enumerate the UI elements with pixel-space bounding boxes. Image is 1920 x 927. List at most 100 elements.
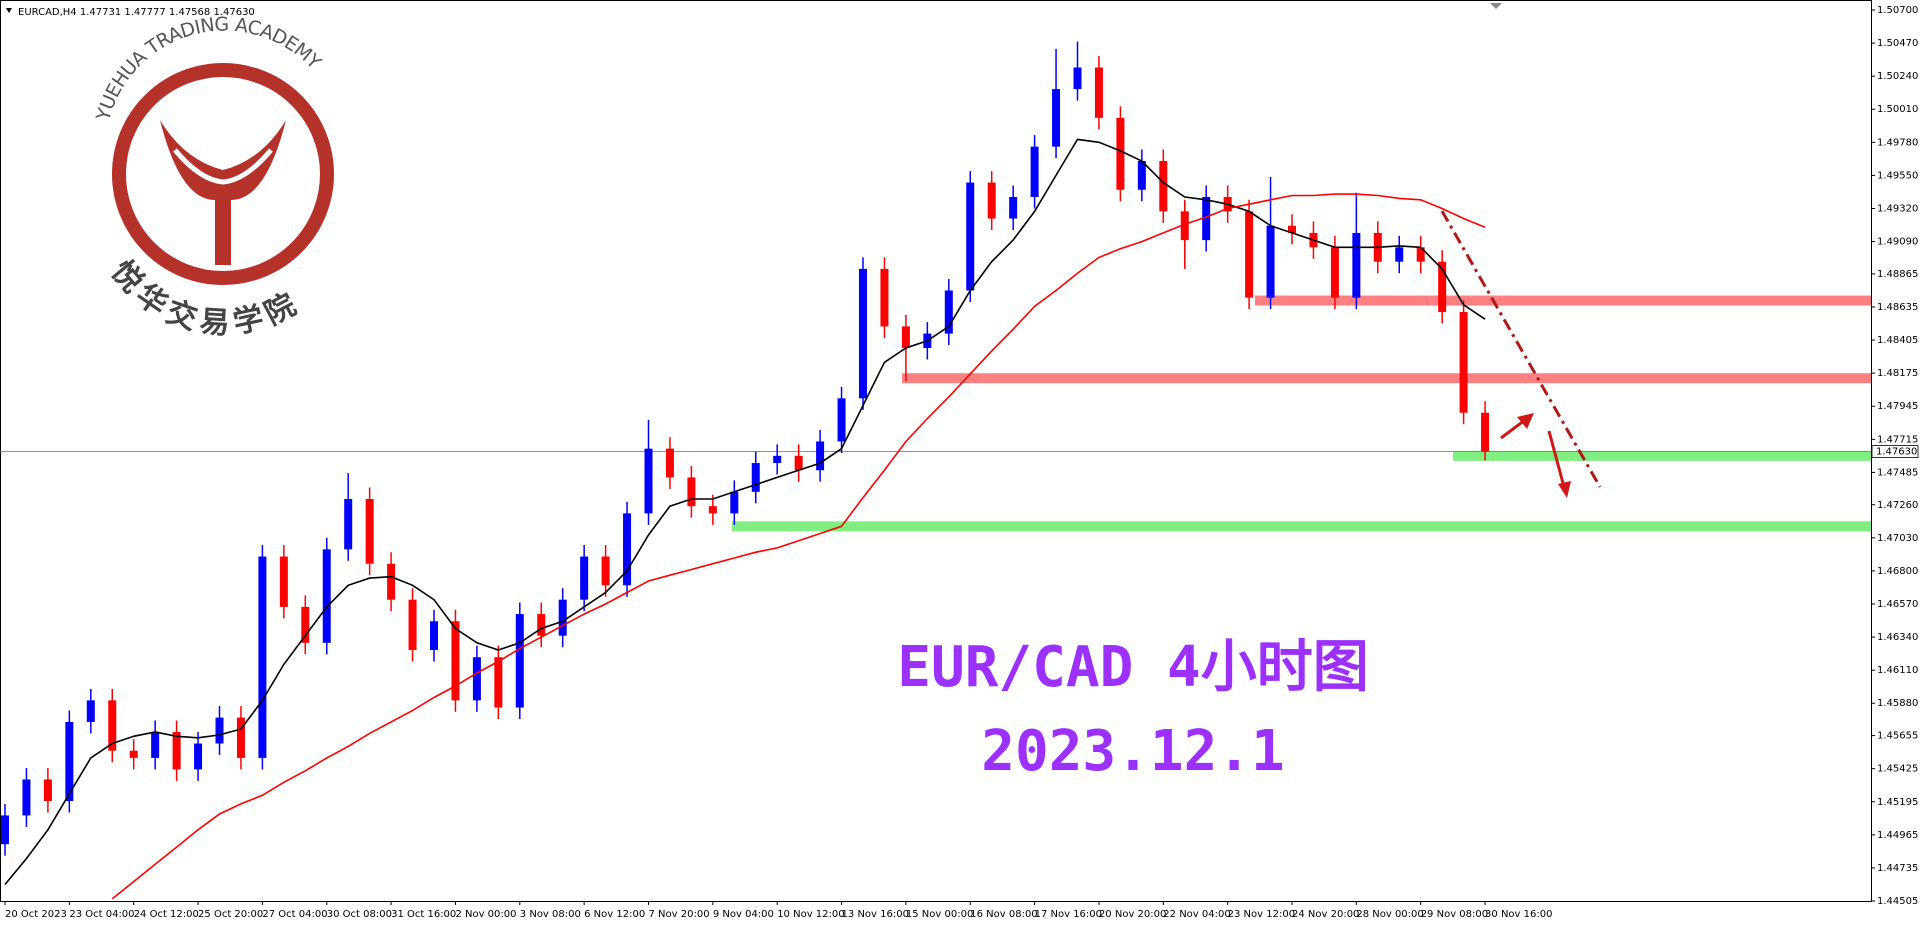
candle-body bbox=[451, 621, 460, 701]
y-tick-label: 1.48175 bbox=[1877, 368, 1918, 379]
candle-body bbox=[1, 815, 9, 845]
y-tick-label: 1.48635 bbox=[1877, 302, 1918, 313]
candle-body bbox=[1416, 247, 1425, 262]
level-zone bbox=[1453, 450, 1871, 461]
candle-body bbox=[1094, 67, 1103, 118]
candle-body bbox=[751, 463, 760, 492]
x-tick-label: 24 Nov 20:00 bbox=[1292, 909, 1359, 920]
candle-body bbox=[1052, 89, 1061, 147]
x-tick-label: 30 Oct 08:00 bbox=[327, 909, 392, 920]
y-tick-label: 1.45655 bbox=[1877, 731, 1918, 742]
last-price-label: 1.47630 bbox=[1876, 447, 1917, 458]
logo-mark-line bbox=[173, 148, 273, 185]
candle-body bbox=[730, 491, 739, 514]
last-price-box bbox=[1871, 445, 1919, 458]
x-tick-label: 2 Nov 00:00 bbox=[455, 909, 516, 920]
x-tick-label: 29 Nov 08:00 bbox=[1421, 909, 1488, 920]
candle-body bbox=[1073, 67, 1082, 90]
moving-average bbox=[4, 138, 1486, 886]
arrow-down bbox=[1547, 430, 1566, 488]
x-tick-label: 22 Nov 04:00 bbox=[1163, 909, 1230, 920]
x-tick-label: 28 Nov 00:00 bbox=[1356, 909, 1423, 920]
x-tick-label: 25 Oct 20:00 bbox=[198, 909, 263, 920]
arrow-up bbox=[1500, 418, 1526, 440]
candle-body bbox=[901, 326, 910, 348]
candle-body bbox=[987, 182, 996, 219]
candle-body bbox=[1116, 117, 1125, 190]
scroll-marker bbox=[1490, 3, 1502, 9]
x-tick-label: 23 Oct 04:00 bbox=[69, 909, 134, 920]
candle-body bbox=[558, 599, 567, 636]
candle-body bbox=[172, 732, 181, 770]
x-tick-label: 3 Nov 08:00 bbox=[520, 909, 581, 920]
annotation-date: 2023.12.1 bbox=[981, 719, 1284, 784]
x-tick-label: 15 Nov 00:00 bbox=[906, 909, 973, 920]
candle-body bbox=[1266, 225, 1275, 298]
menu-marker bbox=[6, 8, 12, 13]
level-zone bbox=[732, 521, 1871, 532]
y-tick-label: 1.44965 bbox=[1877, 830, 1918, 841]
candle-body bbox=[1438, 261, 1447, 313]
y-tick-label: 1.45880 bbox=[1877, 698, 1918, 709]
moving-average bbox=[111, 193, 1486, 900]
candle-body bbox=[1352, 232, 1361, 298]
y-tick-label: 1.50700 bbox=[1877, 5, 1918, 16]
candle-body bbox=[129, 750, 138, 758]
y-tick-label: 1.50470 bbox=[1877, 38, 1918, 49]
y-tick-label: 1.44505 bbox=[1877, 896, 1918, 907]
y-tick-label: 1.47485 bbox=[1877, 467, 1918, 478]
y-tick-label: 1.44735 bbox=[1877, 863, 1918, 874]
candle-body bbox=[86, 700, 95, 722]
candle-body bbox=[301, 606, 310, 643]
y-tick-label: 1.49550 bbox=[1877, 170, 1918, 181]
candle-body bbox=[1202, 196, 1211, 241]
x-tick-label: 27 Oct 04:00 bbox=[262, 909, 327, 920]
candle-body bbox=[537, 614, 546, 636]
x-tick-label: 20 Oct 2023 bbox=[5, 909, 67, 920]
candle-body bbox=[1159, 161, 1168, 212]
x-tick-label: 31 Oct 16:00 bbox=[391, 909, 456, 920]
x-tick-label: 16 Nov 08:00 bbox=[970, 909, 1037, 920]
y-tick-label: 1.50240 bbox=[1877, 71, 1918, 82]
candle-body bbox=[515, 614, 524, 708]
candle-body bbox=[365, 499, 374, 564]
candle-body bbox=[944, 290, 953, 334]
candle-body bbox=[43, 779, 52, 802]
candle-body bbox=[1009, 196, 1018, 219]
candle-body bbox=[279, 556, 288, 607]
candle-body bbox=[644, 448, 653, 514]
drawings bbox=[1440, 210, 1602, 498]
candle-body bbox=[194, 743, 203, 770]
y-tick-label: 1.49320 bbox=[1877, 203, 1918, 214]
candle-body bbox=[623, 513, 632, 586]
arrow-up-head bbox=[1517, 413, 1534, 429]
x-tick-label: 24 Oct 12:00 bbox=[134, 909, 199, 920]
x-tick-label: 10 Nov 12:00 bbox=[777, 909, 844, 920]
candle-body bbox=[1459, 312, 1468, 413]
x-tick-label: 6 Nov 12:00 bbox=[584, 909, 645, 920]
x-tick-label: 9 Nov 04:00 bbox=[713, 909, 774, 920]
candle-body bbox=[1395, 247, 1404, 262]
candle-body bbox=[773, 455, 782, 464]
y-tick-label: 1.45195 bbox=[1877, 797, 1918, 808]
candle-body bbox=[859, 268, 867, 399]
chart-header: EURCAD,H4 1.47731 1.47777 1.47568 1.4763… bbox=[18, 7, 255, 18]
candle-body bbox=[794, 455, 803, 471]
y-tick-label: 1.46340 bbox=[1877, 632, 1918, 643]
candle-body bbox=[108, 700, 117, 751]
candle-body bbox=[1481, 412, 1490, 452]
candle-body bbox=[322, 549, 331, 643]
candle-body bbox=[837, 398, 846, 442]
candle-body bbox=[151, 732, 160, 758]
y-tick-label: 1.49780 bbox=[1877, 137, 1918, 148]
candle-body bbox=[344, 499, 353, 550]
x-tick-label: 30 Nov 16:00 bbox=[1485, 909, 1552, 920]
logo-mark bbox=[160, 120, 286, 265]
candle-body bbox=[1288, 225, 1296, 233]
y-tick-label: 1.47030 bbox=[1877, 533, 1918, 544]
level-zone bbox=[1255, 295, 1871, 306]
x-tick-label: 7 Nov 20:00 bbox=[649, 909, 710, 920]
x-tick-label: 20 Nov 20:00 bbox=[1099, 909, 1166, 920]
level-zone bbox=[902, 373, 1871, 384]
